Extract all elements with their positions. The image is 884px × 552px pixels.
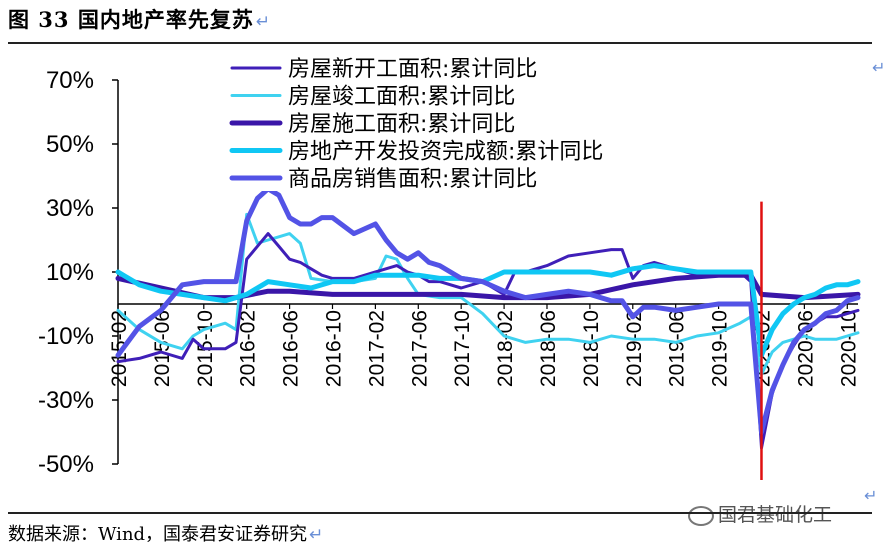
y-axis-ticks: 70% 50% 30% 10% -10% -30% -50%	[38, 67, 119, 478]
x-tick-label: 2017-02	[365, 310, 388, 387]
legend-bg	[228, 165, 648, 191]
x-tick-label: 2015-02	[108, 310, 131, 387]
legend-label: 商品房销售面积:累计同比	[288, 167, 537, 192]
corner-return-mark-icon: ↵	[872, 58, 884, 77]
bottom-return-mark-icon: ↵	[864, 486, 878, 505]
legend-label: 房屋施工面积:累计同比	[288, 112, 515, 137]
x-tick-label: 2017-06	[408, 310, 431, 387]
legend-label: 房屋竣工面积:累计同比	[288, 85, 515, 110]
series-line-sales	[115, 186, 861, 435]
x-tick-label: 2015-06	[151, 310, 174, 387]
legend-bg	[228, 82, 648, 109]
x-tick-label: 2018-10	[580, 310, 603, 387]
footer-rule	[8, 512, 872, 514]
x-tick-label: 2020-10	[837, 310, 860, 387]
series-line-investment	[115, 263, 861, 358]
y-tick-label: -30%	[38, 387, 94, 414]
series-layer	[115, 186, 861, 480]
series-line-new_start	[116, 232, 860, 450]
wechat-icon	[688, 505, 714, 526]
y-tick-label: -10%	[38, 323, 94, 350]
figure-title: 图 33 国内地产率先复苏 ↵	[8, 7, 272, 32]
x-tick-label: 2018-02	[494, 310, 517, 387]
x-tick-label: 2019-06	[666, 310, 689, 387]
legend-label: 房屋新开工面积:累计同比	[288, 57, 537, 82]
legend-bg	[228, 55, 648, 81]
legend-label: 房地产开发投资完成额:累计同比	[288, 140, 603, 165]
watermark: 国君基础化工	[688, 500, 832, 527]
y-tick-label: -50%	[38, 451, 94, 478]
source-return-mark-icon: ↵	[309, 525, 324, 545]
x-tick-label: 2016-02	[237, 310, 260, 387]
x-tick-label: 2017-10	[451, 310, 474, 387]
x-tick-label: 2019-10	[709, 310, 732, 387]
x-tick-label: 2016-06	[280, 310, 303, 387]
legend-bg	[228, 110, 648, 136]
x-tick-label: 2019-02	[623, 310, 646, 387]
legend: 房屋新开工面积:累计同比房屋竣工面积:累计同比房屋施工面积:累计同比房地产开发投…	[228, 55, 648, 192]
x-tick-label: 2020-06	[794, 310, 817, 387]
return-mark-icon: ↵	[255, 12, 272, 32]
legend-bg	[228, 137, 648, 164]
y-tick-label: 10%	[46, 259, 94, 286]
title-rule	[8, 42, 872, 44]
y-tick-label: 30%	[46, 195, 94, 222]
x-tick-label: 2016-10	[322, 310, 345, 387]
y-tick-label: 50%	[46, 131, 94, 158]
y-tick-label: 70%	[46, 67, 94, 94]
x-tick-label: 2018-06	[537, 310, 560, 387]
source-note: 数据来源：Wind，国泰君安证券研究 ↵	[8, 524, 324, 545]
